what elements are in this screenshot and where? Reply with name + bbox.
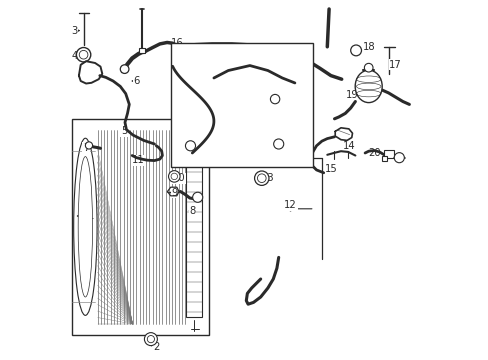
Circle shape bbox=[171, 173, 177, 180]
Circle shape bbox=[79, 50, 88, 59]
Circle shape bbox=[393, 153, 404, 163]
Ellipse shape bbox=[74, 138, 97, 315]
Text: 12: 12 bbox=[284, 200, 296, 210]
Circle shape bbox=[168, 171, 180, 182]
Circle shape bbox=[85, 142, 92, 149]
Circle shape bbox=[76, 48, 91, 62]
Bar bbox=[381, 156, 386, 161]
Circle shape bbox=[120, 65, 129, 73]
Circle shape bbox=[192, 192, 203, 202]
Circle shape bbox=[147, 336, 154, 343]
Text: 19: 19 bbox=[346, 90, 358, 100]
Text: 5: 5 bbox=[121, 126, 127, 136]
Text: 3: 3 bbox=[71, 26, 78, 36]
Circle shape bbox=[185, 141, 195, 151]
Text: 11: 11 bbox=[132, 155, 144, 165]
Bar bbox=[384, 150, 393, 158]
Circle shape bbox=[254, 171, 268, 185]
Circle shape bbox=[144, 333, 157, 346]
Bar bbox=[186, 137, 202, 317]
Text: 9: 9 bbox=[171, 188, 177, 198]
Text: 8: 8 bbox=[189, 206, 195, 216]
Circle shape bbox=[257, 174, 265, 183]
Text: 14: 14 bbox=[342, 141, 354, 151]
Bar bbox=[170, 43, 312, 167]
Circle shape bbox=[350, 45, 361, 56]
Text: 1: 1 bbox=[88, 211, 95, 221]
Text: 6: 6 bbox=[133, 76, 140, 86]
Circle shape bbox=[364, 63, 372, 72]
Text: 10: 10 bbox=[172, 173, 185, 183]
Ellipse shape bbox=[354, 70, 382, 103]
Text: 18: 18 bbox=[362, 42, 374, 52]
Ellipse shape bbox=[78, 157, 92, 297]
Bar bbox=[121, 66, 125, 72]
Bar bbox=[139, 48, 145, 53]
Text: 13: 13 bbox=[261, 173, 274, 183]
Circle shape bbox=[270, 94, 279, 104]
Text: 4: 4 bbox=[71, 51, 78, 61]
Text: 2: 2 bbox=[153, 342, 159, 352]
Bar bbox=[72, 119, 208, 335]
Circle shape bbox=[273, 139, 283, 149]
Text: 17: 17 bbox=[388, 60, 401, 70]
Text: 20: 20 bbox=[368, 148, 380, 158]
Text: 7: 7 bbox=[83, 143, 89, 153]
Text: 15: 15 bbox=[324, 164, 337, 174]
Text: 16: 16 bbox=[170, 38, 183, 48]
